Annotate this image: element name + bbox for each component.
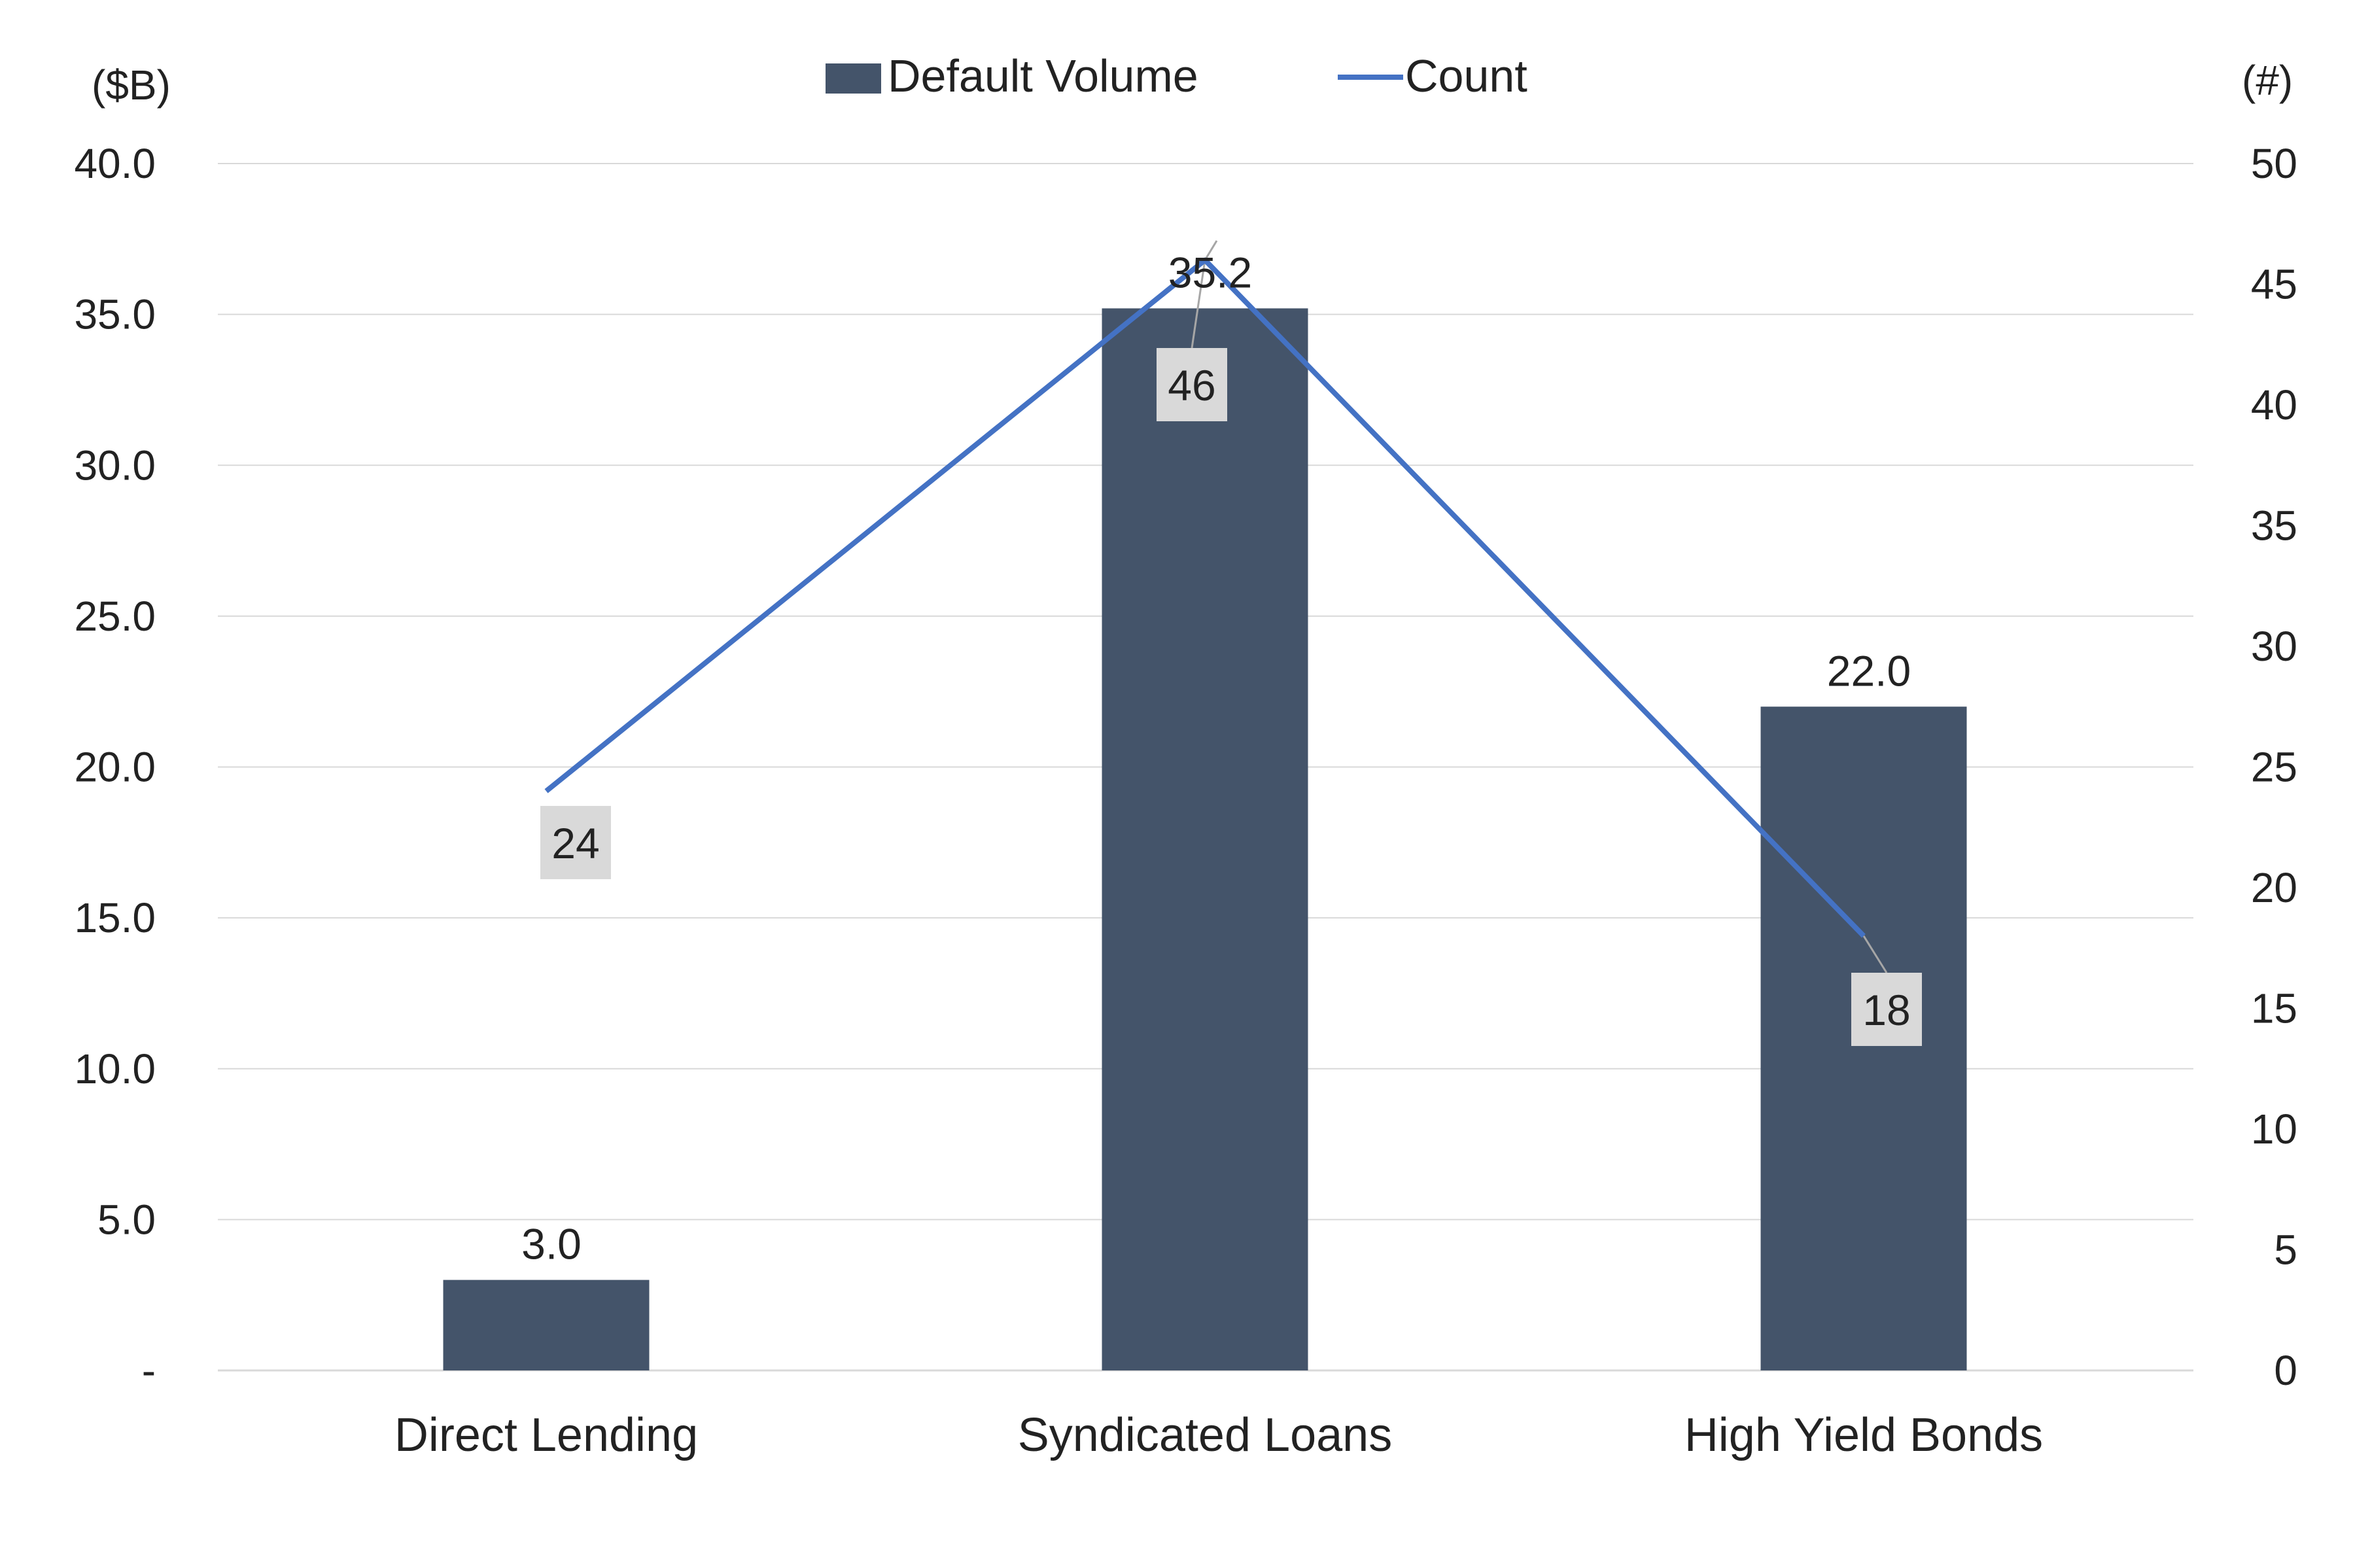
count-value-label: 18 <box>1862 986 1910 1034</box>
legend-swatch-default-volume <box>826 63 881 94</box>
y-right-tick-label: 0 <box>2274 1347 2297 1394</box>
y-right-unit-label: (#) <box>2242 57 2293 104</box>
axes: - 5.0 10.0 15.0 20.0 25.0 30.0 35.0 40.0 0 5 10 15 20… <box>74 57 2297 1461</box>
category-label: Direct Lending <box>394 1409 698 1461</box>
y-left-tick-label: 25.0 <box>74 593 156 640</box>
y-left-unit-label: ($B) <box>92 61 171 109</box>
y-right-tick-label: 20 <box>2251 864 2297 911</box>
y-right-tick-label: 5 <box>2274 1227 2297 1274</box>
y-left-tick-label: 15.0 <box>74 894 156 941</box>
category-label: Syndicated Loans <box>1018 1409 1392 1461</box>
y-right-tick-label: 25 <box>2251 744 2297 791</box>
data-labels: 3.0 35.2 22.0 24 46 18 <box>521 248 1922 1268</box>
count-line-layer <box>544 257 1866 938</box>
leader-line <box>1191 260 1206 349</box>
y-right-tick-label: 50 <box>2251 140 2297 187</box>
legend-label-count: Count <box>1405 50 1527 101</box>
count-value-label: 46 <box>1168 361 1215 409</box>
bar-value-label: 35.2 <box>1168 248 1252 296</box>
y-right-tick-label: 10 <box>2251 1106 2297 1153</box>
leader-line <box>1862 935 1888 973</box>
count-line <box>544 257 1866 938</box>
y-right-tick-label: 40 <box>2251 381 2297 428</box>
y-right-tick-label: 30 <box>2251 623 2297 670</box>
count-label-box <box>1851 973 1922 1046</box>
legend-label-default-volume: Default Volume <box>888 50 1198 101</box>
legend: Default Volume Count <box>826 50 1527 101</box>
count-label-box <box>1157 348 1227 421</box>
bar <box>1102 308 1308 1370</box>
y-left-tick-label: 30.0 <box>74 442 156 489</box>
y-left-tick-label: 20.0 <box>74 744 156 791</box>
count-label-box <box>540 806 611 879</box>
y-left-tick-label: 35.0 <box>74 291 156 338</box>
bar-value-label: 22.0 <box>1827 646 1911 695</box>
y-right-tick-label: 35 <box>2251 502 2297 549</box>
y-right-tick-label: 15 <box>2251 985 2297 1032</box>
y-left-tick-label: 40.0 <box>74 140 156 187</box>
y-left-tick-label: - <box>142 1347 156 1394</box>
leader-line <box>1204 240 1218 261</box>
leader-lines <box>1191 240 1888 973</box>
category-label: High Yield Bonds <box>1684 1409 2043 1461</box>
y-left-tick-label: 10.0 <box>74 1045 156 1092</box>
bar-value-label: 3.0 <box>521 1220 582 1268</box>
count-value-label: 24 <box>551 819 599 867</box>
bars <box>443 308 1967 1370</box>
y-right-tick-label: 45 <box>2251 261 2297 308</box>
y-left-tick-label: 5.0 <box>97 1196 156 1243</box>
bar <box>443 1280 650 1370</box>
